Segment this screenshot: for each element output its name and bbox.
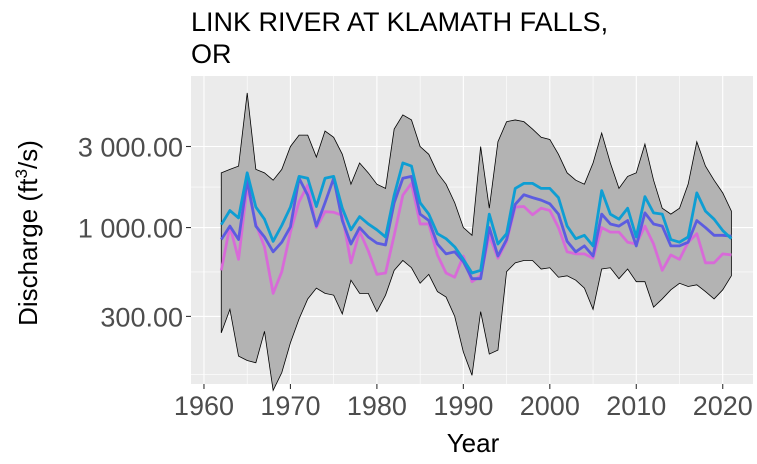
y-tick-label: 1 000.00 — [78, 214, 183, 244]
series-line-2 — [220, 175, 732, 281]
x-tick-label: 2010 — [606, 391, 666, 421]
y-tick-label: 300.00 — [100, 302, 183, 332]
x-axis-ticks: 1960 1970 1980 1990 2000 2010 2020 — [174, 384, 753, 421]
y-axis-ticks: 300.00 1 000.00 3 000.00 — [78, 133, 191, 332]
y-axis-title-suffix: /s) — [13, 140, 43, 169]
series-lines — [219, 161, 733, 295]
chart-title-line-2: OR — [191, 39, 232, 69]
y-axis-title-superscript: 3 — [12, 169, 31, 178]
y-axis-title: Discharge (ft3/s) — [12, 140, 43, 326]
x-tick-label: 2000 — [520, 391, 580, 421]
y-axis-title-prefix: Discharge (ft — [13, 178, 43, 326]
x-tick-label: 1970 — [260, 391, 320, 421]
min-max-ribbon — [220, 92, 732, 392]
x-tick-label: 2020 — [693, 391, 753, 421]
x-tick-label: 1980 — [347, 391, 407, 421]
x-tick-label: 1960 — [174, 391, 234, 421]
x-tick-label: 1990 — [433, 391, 493, 421]
chart-title-line-1: LINK RIVER AT KLAMATH FALLS, — [191, 7, 608, 37]
x-axis-title: Year — [447, 428, 500, 458]
y-tick-label: 3 000.00 — [78, 133, 183, 163]
series-line-1 — [220, 161, 733, 275]
